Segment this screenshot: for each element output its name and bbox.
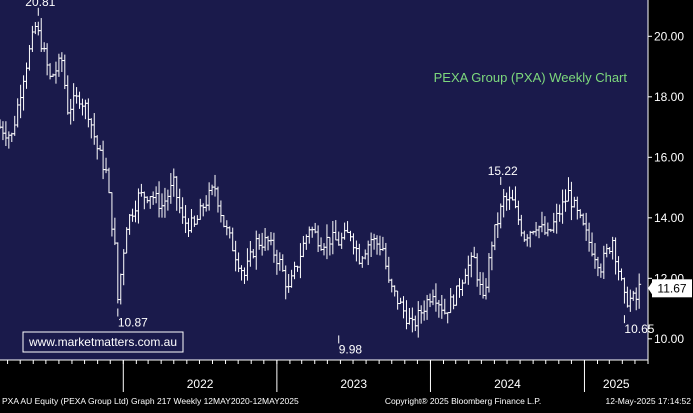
y-tick-label: 18.00 [654, 90, 684, 104]
last-price-pointer [648, 282, 652, 295]
x-tick-label: 2025 [603, 377, 630, 391]
last-price-label: 11.67 [648, 279, 692, 298]
x-axis: 2022 2023 2024 2025 [0, 359, 649, 392]
chart-title: PEXA Group (PXA) Weekly Chart [434, 70, 628, 85]
annotation-label: 10.87 [118, 316, 148, 330]
annotation-label: 10.65 [624, 322, 654, 336]
x-tick-label: 2022 [187, 377, 214, 391]
annotations: 20.81 10.87 9.98 15.22 10.65 [25, 0, 655, 356]
watermark: www.marketmatters.com.au [22, 331, 184, 353]
annotation-label: 20.81 [25, 0, 55, 9]
footer-right: 12-May-2025 17:14:52 [605, 396, 691, 406]
last-price-box [652, 279, 692, 298]
footer: PXA AU Equity (PEXA Group Ltd) Graph 217… [2, 396, 691, 406]
annotation-label: 15.22 [488, 164, 518, 178]
footer-center: Copyright® 2025 Bloomberg Finance L.P. [385, 396, 541, 406]
annotation-label: 9.98 [339, 342, 363, 356]
plot-panel [0, 0, 648, 360]
y-tick-label: 10.00 [654, 332, 684, 346]
y-tick-label: 16.00 [654, 150, 684, 164]
footer-left: PXA AU Equity (PEXA Group Ltd) Graph 217… [2, 396, 299, 406]
x-tick-label: 2024 [494, 377, 521, 391]
watermark-text: www.marketmatters.com.au [28, 335, 177, 349]
watermark-box [22, 331, 184, 353]
price-bar [637, 273, 642, 309]
x-tick-label: 2023 [340, 377, 367, 391]
price-bars [0, 18, 642, 338]
y-tick-label: 14.00 [654, 211, 684, 225]
last-price-value: 11.67 [657, 281, 686, 295]
y-tick-label: 20.00 [654, 29, 684, 43]
